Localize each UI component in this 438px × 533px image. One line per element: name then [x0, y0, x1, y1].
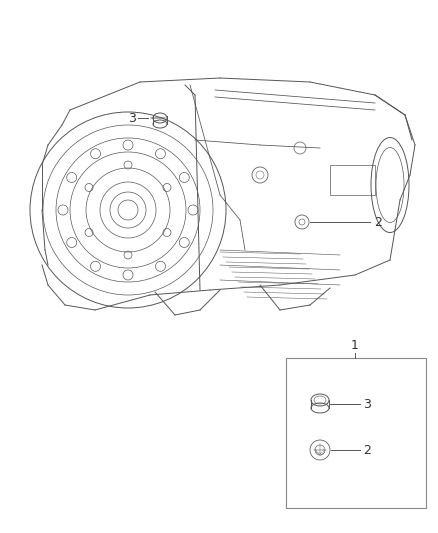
- Text: 3: 3: [128, 111, 136, 125]
- Text: 3: 3: [363, 398, 371, 410]
- Text: 1: 1: [351, 339, 359, 352]
- Text: 2: 2: [363, 443, 371, 456]
- Bar: [286, 358, 426, 508]
- Text: 2: 2: [374, 215, 382, 229]
- Bar: [330, 165, 375, 195]
